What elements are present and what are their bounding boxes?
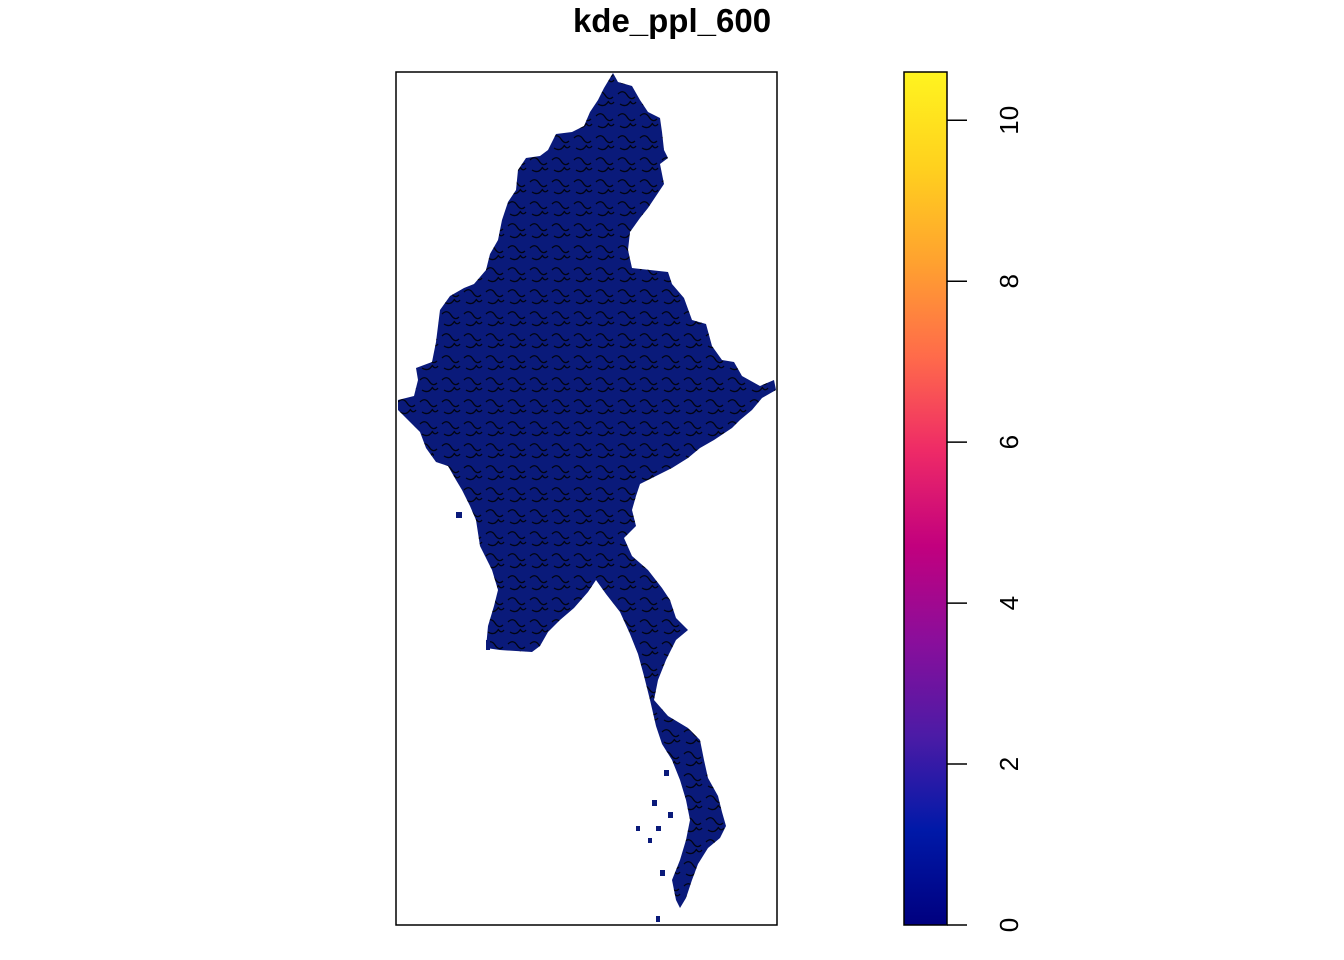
island-pixel [656,916,660,922]
chart-title: kde_ppl_600 [572,2,772,39]
island-pixel [456,512,462,518]
density-raster [398,73,776,922]
legend-tick-label: 10 [994,106,1024,135]
legend-tick-label: 2 [994,757,1024,771]
contour-lines [398,73,776,908]
island-pixel [660,870,665,876]
legend-tick-label: 8 [994,274,1024,288]
island-pixel [434,452,439,458]
island-pixel [486,640,490,650]
island-pixel [652,800,657,806]
island-pixel [636,826,640,831]
legend-bar [903,71,948,926]
color-legend: 0 2 4 6 8 10 [903,71,1024,932]
island-pixel [664,770,669,776]
island-pixel [668,812,673,818]
legend-tick-label: 6 [994,435,1024,449]
legend-ticks: 0 2 4 6 8 10 [947,106,1024,932]
plot-frame [395,71,778,926]
legend-tick-label: 4 [994,596,1024,610]
island-pixel [656,826,661,831]
island-pixel [648,838,652,843]
legend-tick-label: 0 [994,918,1024,932]
